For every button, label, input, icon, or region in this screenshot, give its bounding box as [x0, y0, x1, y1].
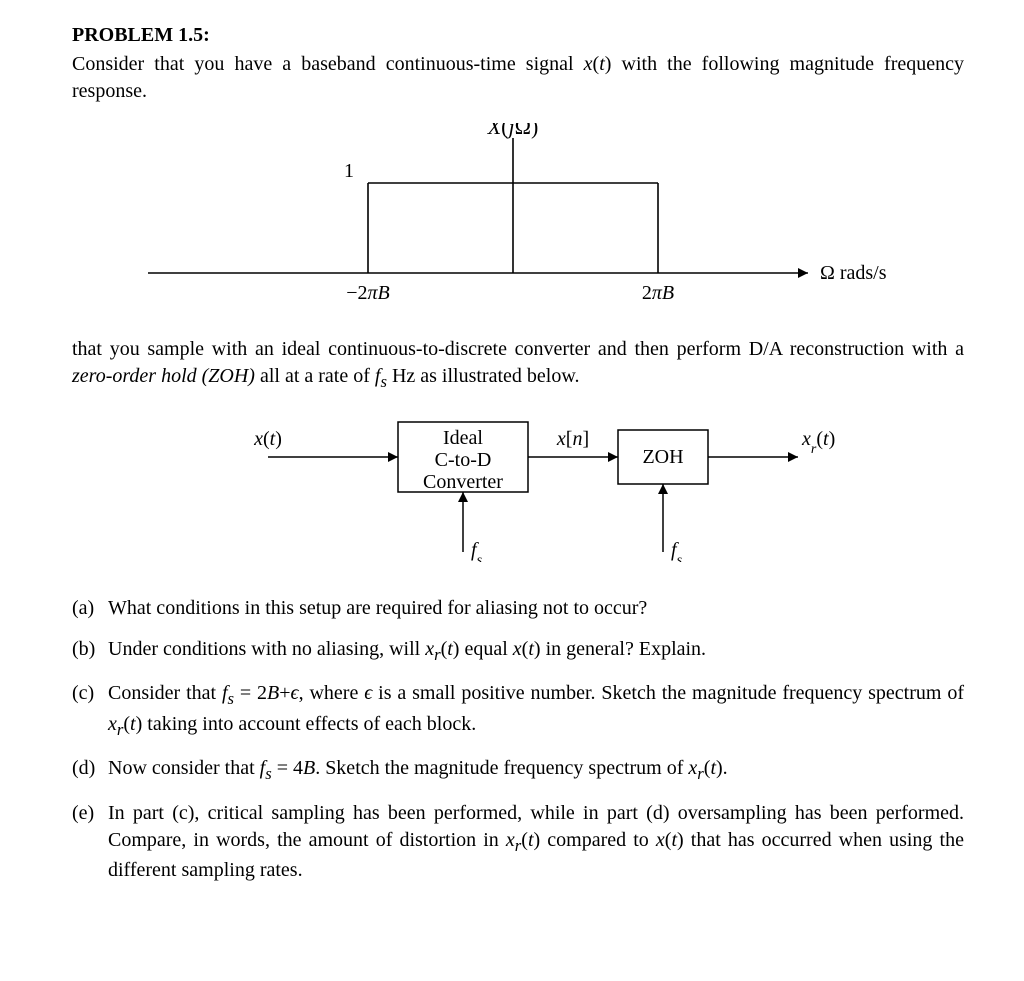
- label-b: (b): [72, 636, 108, 667]
- body-b: Under conditions with no aliasing, will …: [108, 636, 964, 667]
- spectrum-figure: X(jΩ) 1 −2πB 2πB Ω rads/s: [72, 123, 964, 328]
- svg-text:−2πB: −2πB: [346, 282, 390, 304]
- label-c: (c): [72, 680, 108, 741]
- svg-text:1: 1: [344, 160, 354, 182]
- question-a: (a) What conditions in this setup are re…: [72, 595, 964, 622]
- svg-text:Converter: Converter: [423, 471, 503, 493]
- svg-text:Ideal: Ideal: [443, 427, 483, 449]
- problem-title: PROBLEM 1.5:: [72, 24, 964, 47]
- question-e: (e) In part (c), critical sampling has b…: [72, 800, 964, 885]
- body-d: Now consider that fs = 4B. Sketch the ma…: [108, 755, 964, 786]
- svg-text:ZOH: ZOH: [642, 446, 683, 468]
- label-e: (e): [72, 800, 108, 885]
- spectrum-svg: X(jΩ) 1 −2πB 2πB Ω rads/s: [118, 123, 918, 323]
- svg-text:X(jΩ): X(jΩ): [487, 123, 539, 139]
- svg-text:fs: fs: [471, 539, 483, 562]
- svg-text:x(t): x(t): [253, 428, 282, 450]
- body-e: In part (c), critical sampling has been …: [108, 800, 964, 885]
- svg-text:fs: fs: [671, 539, 683, 562]
- label-d: (d): [72, 755, 108, 786]
- block-diagram-svg: x(t) IdealC-to-DConverter x[n] ZOH xr(t) fs fs: [138, 412, 898, 562]
- body-a: What conditions in this setup are requir…: [108, 595, 964, 622]
- body-c: Consider that fs = 2B+ϵ, where ϵ is a sm…: [108, 680, 964, 741]
- question-d: (d) Now consider that fs = 4B. Sketch th…: [72, 755, 964, 786]
- question-list: (a) What conditions in this setup are re…: [72, 595, 964, 885]
- middle-paragraph: that you sample with an ideal continuous…: [72, 336, 964, 394]
- label-a: (a): [72, 595, 108, 622]
- svg-text:Ω rads/s: Ω rads/s: [820, 262, 887, 284]
- intro-paragraph: Consider that you have a baseband contin…: [72, 51, 964, 105]
- block-diagram-figure: x(t) IdealC-to-DConverter x[n] ZOH xr(t) fs fs: [72, 412, 964, 567]
- problem-page: PROBLEM 1.5: Consider that you have a ba…: [0, 0, 1024, 938]
- svg-text:x[n]: x[n]: [556, 428, 589, 450]
- svg-text:C-to-D: C-to-D: [435, 449, 492, 471]
- question-c: (c) Consider that fs = 2B+ϵ, where ϵ is …: [72, 680, 964, 741]
- svg-text:2πB: 2πB: [642, 282, 674, 304]
- svg-text:xr(t): xr(t): [801, 428, 835, 457]
- question-b: (b) Under conditions with no aliasing, w…: [72, 636, 964, 667]
